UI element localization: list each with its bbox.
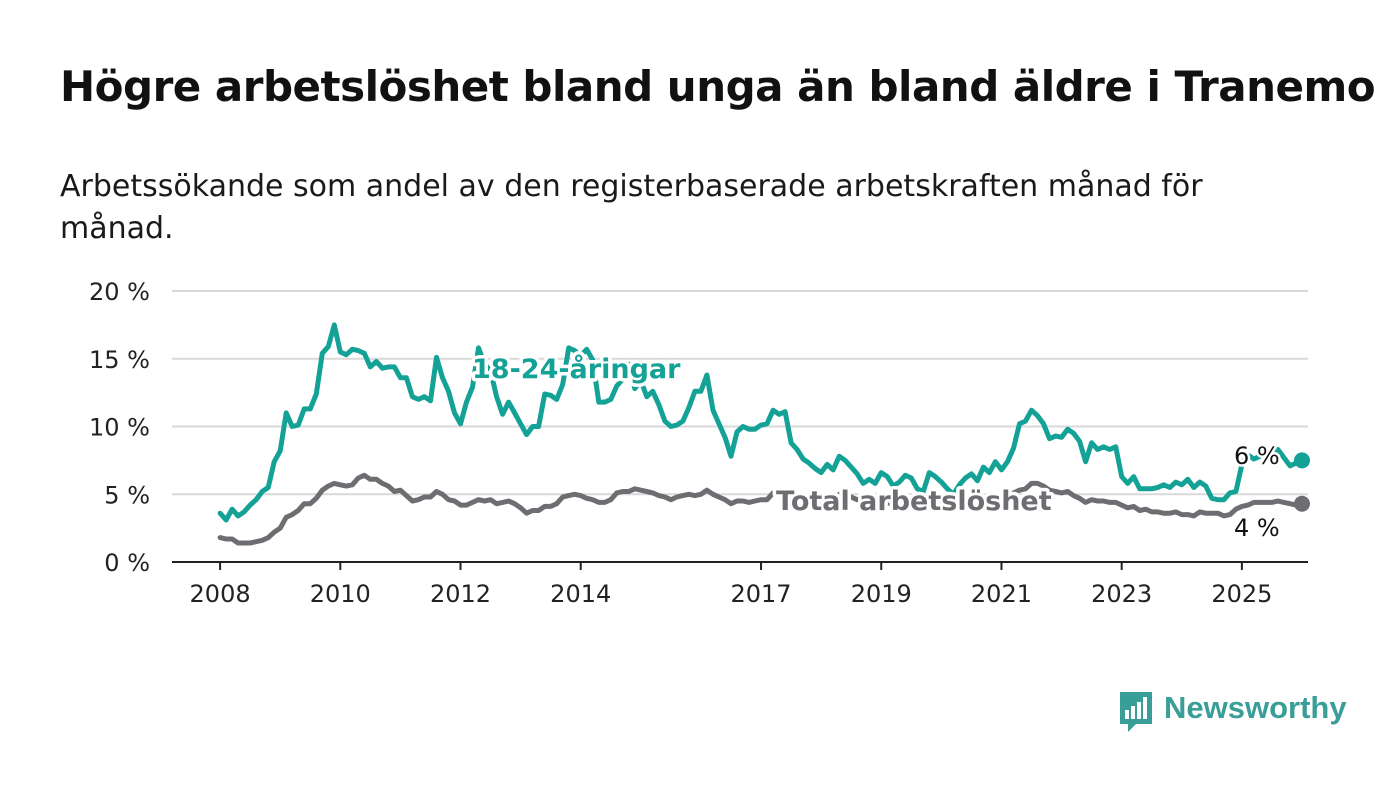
series-end-dot: [1293, 452, 1310, 469]
y-tick-label: 5 %: [104, 481, 150, 509]
x-tick-label: 2025: [1211, 580, 1272, 608]
x-tick-label: 2021: [971, 580, 1032, 608]
y-tick-label: 15 %: [89, 346, 150, 374]
newsworthy-logo: Newsworthy: [1118, 690, 1347, 732]
grid: [172, 290, 1308, 496]
series-name-label: 18-24-åringar: [472, 353, 681, 385]
series-line: [217, 472, 1305, 546]
chart-subtitle: Arbetssökande som andel av den registerb…: [60, 169, 1203, 246]
y-tick-label: 20 %: [89, 278, 150, 306]
y-tick-label: 10 %: [89, 414, 150, 442]
x-tick-label: 2010: [310, 580, 371, 608]
series-labels: 18-24-åringar Total arbetslöshet 6 % 4 %: [469, 350, 1283, 545]
series-end-label: 6 %: [1234, 442, 1280, 470]
series-end-dot: [1293, 495, 1310, 512]
y-tick-label: 0 %: [104, 549, 150, 577]
newsworthy-bar-chart-icon: [1118, 690, 1154, 732]
chart-title: Högre arbetslöshet bland unga än bland ä…: [60, 62, 1376, 111]
x-tick-label: 2008: [190, 580, 251, 608]
x-tick-label: 2012: [430, 580, 491, 608]
x-axis: 2008 2010 2012 2014 2017 2019 2021 2023 2025: [172, 561, 1308, 608]
series-name-label: Total arbetslöshet: [776, 486, 1052, 517]
x-tick-label: 2017: [730, 580, 791, 608]
brand-name: Newsworthy: [1164, 690, 1347, 725]
series-end-label: 4 %: [1234, 514, 1280, 542]
x-tick-label: 2023: [1091, 580, 1152, 608]
x-tick-label: 2019: [851, 580, 912, 608]
series-lines: [217, 322, 1310, 546]
x-tick-label: 2014: [550, 580, 611, 608]
series-line: [217, 322, 1305, 523]
y-axis-ticks: 0 % 5 % 10 % 15 % 20 %: [89, 278, 150, 577]
